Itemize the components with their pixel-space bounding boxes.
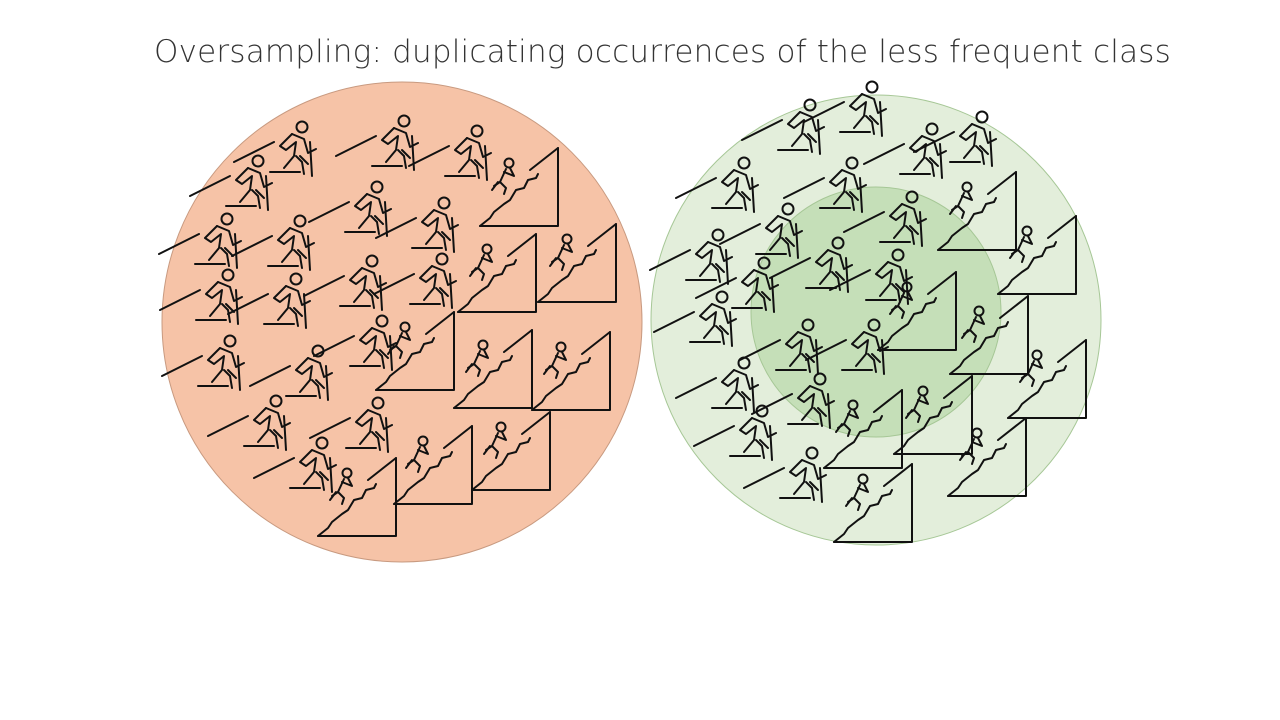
majority-class-circle: [161, 81, 643, 563]
original-minority-circle: [750, 186, 1002, 438]
slide-title: Oversampling: duplicating occurrences of…: [153, 34, 1171, 70]
